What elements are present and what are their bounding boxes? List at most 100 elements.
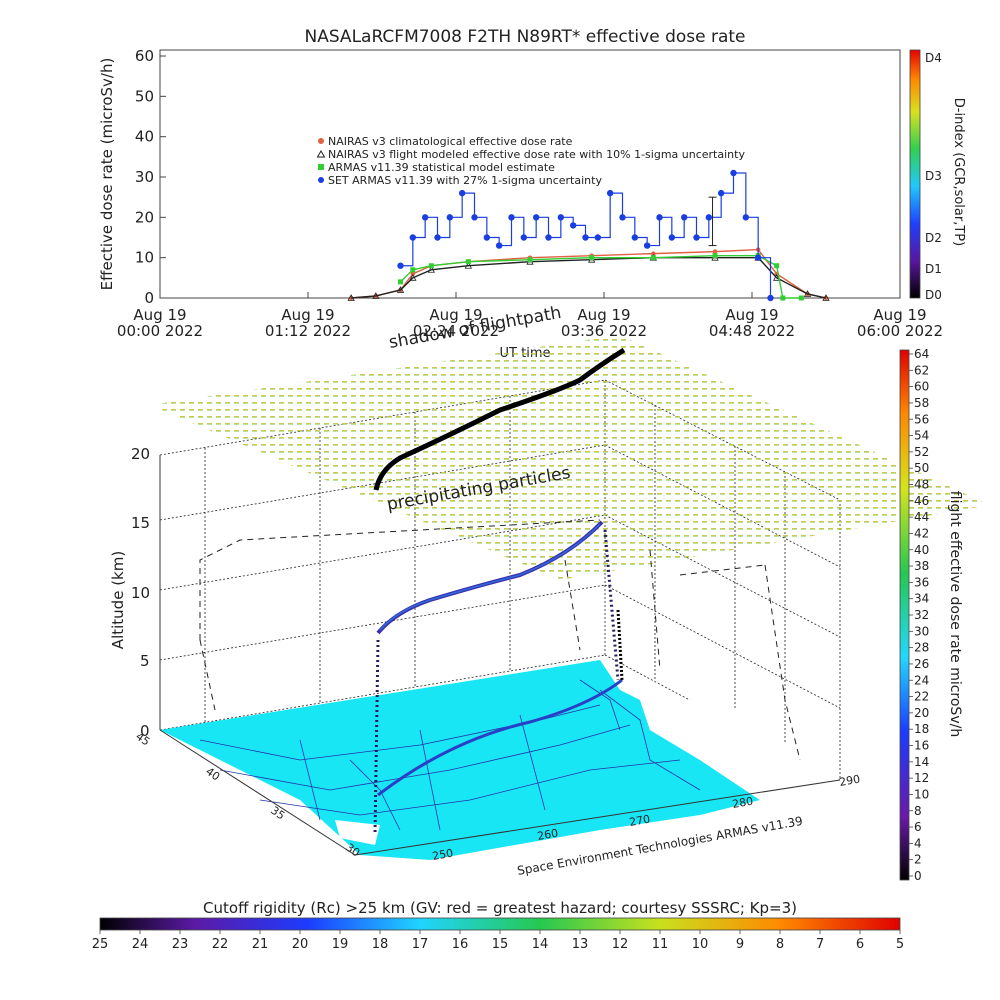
map-floor — [160, 660, 840, 860]
ground-track — [377, 678, 623, 797]
series-point-4 — [520, 234, 528, 241]
top-x-tick-line2: 01:12 2022 — [265, 322, 351, 340]
dose-tick-label: 52 — [914, 445, 929, 459]
legend-label: ARMAS v11.39 statistical model estimate — [328, 161, 555, 174]
top-x-tick-line1: Aug 19 — [429, 306, 482, 324]
series-point-2 — [347, 294, 355, 301]
map3d-panel: shadow of flightpath precipitating parti… — [92, 303, 990, 952]
map-land — [160, 660, 760, 860]
dose-tick-label: 6 — [914, 820, 922, 834]
floor-tick-label: 15 — [492, 937, 509, 952]
series-point-1 — [712, 249, 718, 254]
series-point-2 — [409, 273, 417, 281]
top-x-tick-line2: 03:36 2022 — [561, 322, 647, 340]
series-point-3 — [410, 267, 416, 273]
floor-tick-label: 14 — [532, 937, 549, 952]
dindex-tick-d2: D2 — [925, 231, 942, 245]
series-point-4 — [606, 189, 614, 197]
series-point-4 — [693, 234, 700, 241]
series-point-4 — [705, 214, 713, 221]
floor-tick-label: 17 — [412, 937, 429, 952]
floor-colorbar — [99, 917, 901, 931]
series-point-1 — [410, 271, 416, 276]
floor-colorbar-ticks: 25 24 23 22 21 20 19 18 17 16 15 14 13 12 11 10 9 8 7 6 5 — [92, 930, 904, 952]
series-line-2 — [351, 256, 827, 299]
floor-tick-label: 24 — [132, 937, 149, 952]
dose-tick-label: 40 — [914, 543, 929, 557]
top-plot-frame — [159, 49, 901, 299]
box-edges — [159, 455, 841, 856]
dose-tick-label: 32 — [914, 608, 929, 622]
floor-tick-label: 25 — [92, 937, 109, 952]
series-point-3 — [589, 255, 595, 261]
dose-tick-label: 4 — [914, 836, 922, 850]
series-point-4 — [446, 214, 454, 221]
series-point-2 — [427, 265, 436, 273]
dose-tick-label: 54 — [914, 429, 929, 443]
series-point-2 — [396, 286, 405, 293]
series-point-4 — [656, 214, 663, 221]
dose-tick-label: 62 — [914, 363, 929, 377]
series-point-4 — [397, 262, 404, 269]
series-point-4 — [619, 214, 626, 221]
lon-tick-260: 260 — [536, 827, 559, 843]
dose-tick-label: 50 — [914, 461, 929, 475]
dose-tick-label: 60 — [914, 380, 929, 394]
floor-colorbar-label: Cutoff rigidity (Rc) >25 km (GV: red = g… — [203, 899, 797, 917]
series-point-4 — [409, 234, 417, 241]
dose-tick-label: 36 — [914, 575, 929, 589]
top-chart: NASALaRCFM7008 F2TH N89RT* effective dos… — [98, 27, 966, 361]
top-x-tick-line2: 00:00 2022 — [117, 322, 203, 340]
top-y-tick-label: 60 — [135, 47, 154, 65]
descent-leg — [603, 529, 620, 681]
dose-tick-label: 64 — [914, 347, 929, 361]
series-point-2 — [803, 290, 812, 297]
series-point-4 — [483, 234, 491, 241]
dose-tick-label: 26 — [914, 657, 929, 671]
lon-tick-270: 270 — [628, 813, 651, 829]
dose-tick-label: 18 — [914, 722, 929, 736]
series-point-4 — [717, 189, 725, 197]
series-point-4 — [742, 214, 750, 221]
series-point-4 — [680, 214, 688, 221]
series-point-3 — [774, 263, 780, 269]
floor-tick-label: 18 — [372, 937, 389, 952]
top-x-tick-line2: 02:24 2022 — [413, 322, 499, 340]
z-tick-20: 20 — [131, 445, 150, 463]
legend-label: SET ARMAS v11.39 with 27% 1-sigma uncert… — [328, 174, 602, 187]
top-y-tick-label: 20 — [135, 208, 154, 226]
series-point-3 — [650, 255, 656, 261]
floor-tick-label: 10 — [692, 937, 709, 952]
floor-tick-label: 16 — [452, 937, 469, 952]
top-y-tick-label: 30 — [135, 168, 154, 186]
series-point-4 — [508, 214, 515, 221]
dose-tick-label: 22 — [914, 690, 929, 704]
dose-colorbar-label: flight effective dose rate microSv/h — [947, 491, 963, 737]
legend-label: NAIRAS v3 climatological effective dose … — [328, 135, 573, 148]
dose-tick-label: 20 — [914, 706, 929, 720]
floor-tick-label: 8 — [776, 937, 784, 952]
top-series — [347, 169, 830, 302]
series-point-4 — [730, 169, 737, 177]
z-tick-15: 15 — [131, 514, 150, 532]
series-point-2 — [464, 261, 473, 269]
lon-tick-250: 250 — [431, 847, 454, 863]
series-point-2 — [772, 273, 781, 281]
top-x-tick-line1: Aug 19 — [873, 306, 926, 324]
series-point-4 — [582, 234, 589, 241]
series-point-2 — [822, 294, 830, 301]
altitude-label: Altitude (km) — [109, 551, 127, 649]
legend-marker — [318, 177, 324, 183]
dose-tick-label: 2 — [914, 853, 922, 867]
top-x-tick-line1: Aug 19 — [577, 306, 630, 324]
series-point-4 — [557, 214, 565, 221]
series-point-4 — [668, 234, 676, 241]
series-point-2 — [372, 292, 380, 299]
dose-tick-label: 14 — [914, 755, 929, 769]
dose-tick-label: 48 — [914, 478, 929, 492]
shadow-curtain — [199, 519, 801, 761]
dose-tick-label: 34 — [914, 592, 929, 606]
top-y-tick-label: 50 — [135, 87, 154, 105]
